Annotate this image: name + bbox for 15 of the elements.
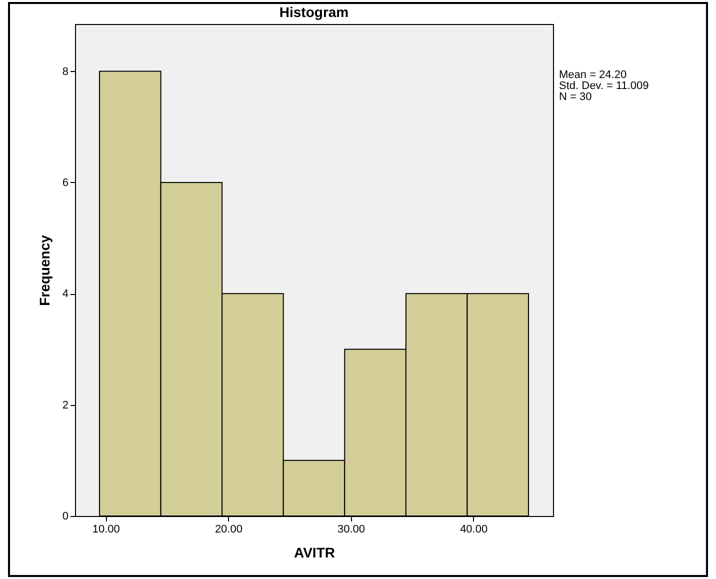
chart-title: Histogram (279, 4, 349, 20)
text: Mean = 24.20 (559, 69, 628, 81)
y-axis-title: Frequency (36, 234, 52, 306)
x-tick-label: 40.00 (460, 524, 488, 536)
x-axis-title: AVITR (294, 544, 335, 560)
y-tick-label: 0 (62, 510, 68, 522)
y-tick-label: 2 (62, 399, 68, 412)
text: N = 30 (559, 91, 593, 103)
x-tick-label: 20.00 (214, 524, 242, 536)
y-tick-label: 8 (62, 66, 68, 78)
text: Std. Dev. = 11.009 (559, 80, 649, 92)
y-tick-label: 6 (62, 176, 68, 189)
x-tick-label: 10.00 (92, 524, 120, 536)
x-tick-label: 30.00 (338, 524, 366, 536)
y-tick-label: 4 (62, 288, 68, 300)
